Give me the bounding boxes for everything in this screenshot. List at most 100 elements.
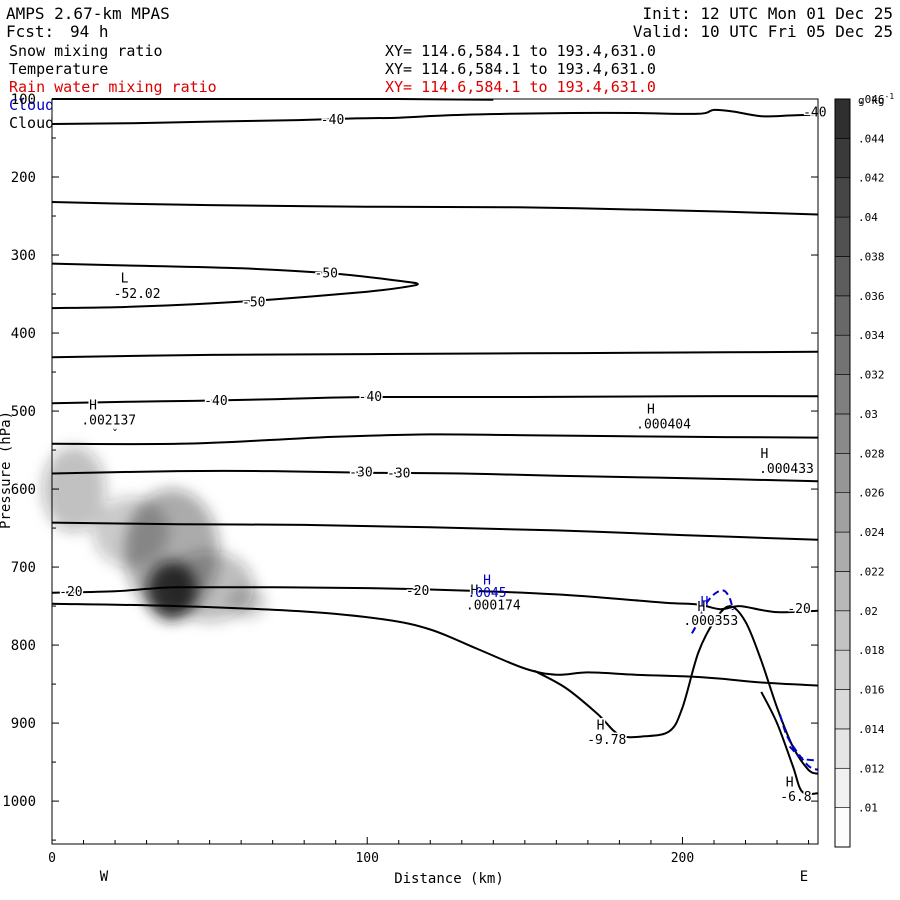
init-time: Init: 12 UTC Mon 01 Dec 25: [643, 4, 893, 23]
temperature-contour: [51, 469, 819, 483]
y-tick-label: 900: [11, 716, 36, 732]
colorbar-segment: [834, 374, 851, 415]
model-title: AMPS 2.67-km MPAS: [6, 4, 170, 23]
y-axis-title: Pressure (hPa): [0, 411, 14, 529]
snow-blob: [42, 446, 106, 532]
colorbar-frame: [834, 98, 851, 848]
colorbar-segment: [834, 807, 851, 848]
colorbar-segment: [834, 689, 851, 730]
contour-label: -20: [406, 584, 429, 599]
colorbar-segment: [834, 177, 851, 218]
temperature-contour: [51, 586, 819, 614]
minor-mark: ˇ: [111, 427, 118, 441]
colorbar-label: .022: [858, 565, 885, 578]
contour-label: .000404: [636, 417, 691, 432]
forecast-label: Fcst:: [6, 22, 54, 41]
temperature-contour: [51, 350, 819, 359]
temperature-contour: [760, 691, 819, 796]
colorbar-segment: [834, 728, 851, 769]
cloud-water-label: H: [701, 595, 709, 610]
forecast-hour: 94 h: [70, 22, 109, 41]
x-axis-title: Distance (km): [394, 871, 504, 887]
axes: 100 200 300 400 500 600 700 800 900 1000 0 100 200: [2, 92, 818, 866]
contour-label: H: [597, 718, 605, 733]
cloud-water-contour: [779, 715, 819, 771]
contour-label: H: [760, 447, 768, 462]
contour-label: -30: [349, 466, 372, 481]
field-name: Snow mixing ratio: [9, 42, 163, 60]
colorbar-label: .034: [858, 329, 885, 342]
colorbar-segment: [834, 256, 851, 297]
colorbar-label: .032: [858, 369, 885, 382]
colorbar-label: .042: [858, 172, 885, 185]
contour-label: H: [786, 775, 794, 790]
colorbar-label: .012: [858, 762, 885, 775]
colorbar-label: .02: [858, 605, 878, 618]
colorbar-segment: [834, 453, 851, 493]
colorbar-label: .016: [858, 684, 885, 697]
x-tick-label: 0: [48, 851, 56, 866]
temperature-contour: [51, 201, 819, 216]
colorbar-segment: [834, 413, 851, 454]
colorbar-label: .046: [858, 93, 885, 106]
colorbar-segment: [834, 334, 851, 375]
y-tick-label: 700: [11, 560, 36, 576]
colorbar-segment: [834, 571, 851, 612]
colorbar-segment: [834, 610, 851, 651]
cloud-water-label: .0045: [467, 586, 506, 601]
contour-label: L: [121, 271, 129, 286]
field-range: XY= 114.6,584.1 to 193.4,631.0: [385, 42, 656, 60]
contour-label: .000174: [466, 598, 521, 613]
temperature-contour: [51, 262, 419, 310]
contour-label: H: [470, 583, 478, 598]
colorbar-label: .044: [858, 132, 885, 145]
colorbar-segment: [834, 649, 851, 690]
contour-label: -40: [359, 390, 382, 405]
field-name: Temperature: [9, 60, 108, 78]
contour-label: -52.02: [114, 287, 161, 302]
y-tick-label: 100: [11, 92, 36, 108]
contour-labels: -40 -40 -50 -50 -40 -40 -30 -30 -20 -20 -20 L-52.02…: [58, 104, 828, 807]
valid-time: Valid: 10 UTC Fri 05 Dec 25: [633, 22, 893, 41]
contour-label: -50: [242, 296, 265, 311]
snow-blob: [92, 496, 169, 568]
temperature-contour: [51, 395, 819, 405]
colorbar-segment: [834, 138, 851, 179]
contour-label: -40: [803, 105, 826, 120]
colorbar-label: .03: [858, 408, 878, 421]
cloud-water-contour: [691, 589, 734, 634]
contour-label: -9.78: [587, 733, 626, 748]
temperature-contour: [51, 521, 819, 541]
colorbar-segment: [834, 295, 851, 336]
contour-label: -30: [387, 466, 410, 481]
plot-frame: [51, 98, 819, 845]
contour-label: -20: [59, 585, 82, 600]
colorbar-segment: [834, 216, 851, 257]
x-tick-label: 100: [355, 851, 378, 866]
colorbar-label: .038: [858, 250, 885, 263]
contour-label: H: [697, 600, 705, 615]
colorbar-segment: [834, 98, 851, 139]
colorbar-label: .028: [858, 447, 885, 460]
contour-label: H: [89, 399, 97, 414]
colorbar-unit: g kg-1: [858, 92, 894, 107]
cloud-water-contour: [788, 745, 819, 762]
east-label: E: [800, 869, 808, 885]
colorbar-label: .04: [858, 211, 878, 224]
y-tick-label: 400: [11, 326, 36, 342]
field-name: Rain water mixing ratio: [9, 78, 217, 96]
colorbar-label: .026: [858, 487, 885, 500]
contour-label: -40: [321, 113, 344, 128]
contour-label: H: [647, 402, 655, 417]
cloud-water-contours: [691, 589, 819, 771]
snow-blob: [228, 586, 267, 618]
y-tick-label: 800: [11, 638, 36, 654]
y-tick-label: 300: [11, 248, 36, 264]
contour-label: .000353: [683, 614, 738, 629]
colorbar-label: .01: [858, 802, 878, 815]
temperature-contour: [51, 602, 819, 687]
colorbar-label: .036: [858, 290, 885, 303]
field-range: XY= 114.6,584.1 to 193.4,631.0: [385, 78, 656, 96]
contour-label: -50: [315, 267, 338, 282]
